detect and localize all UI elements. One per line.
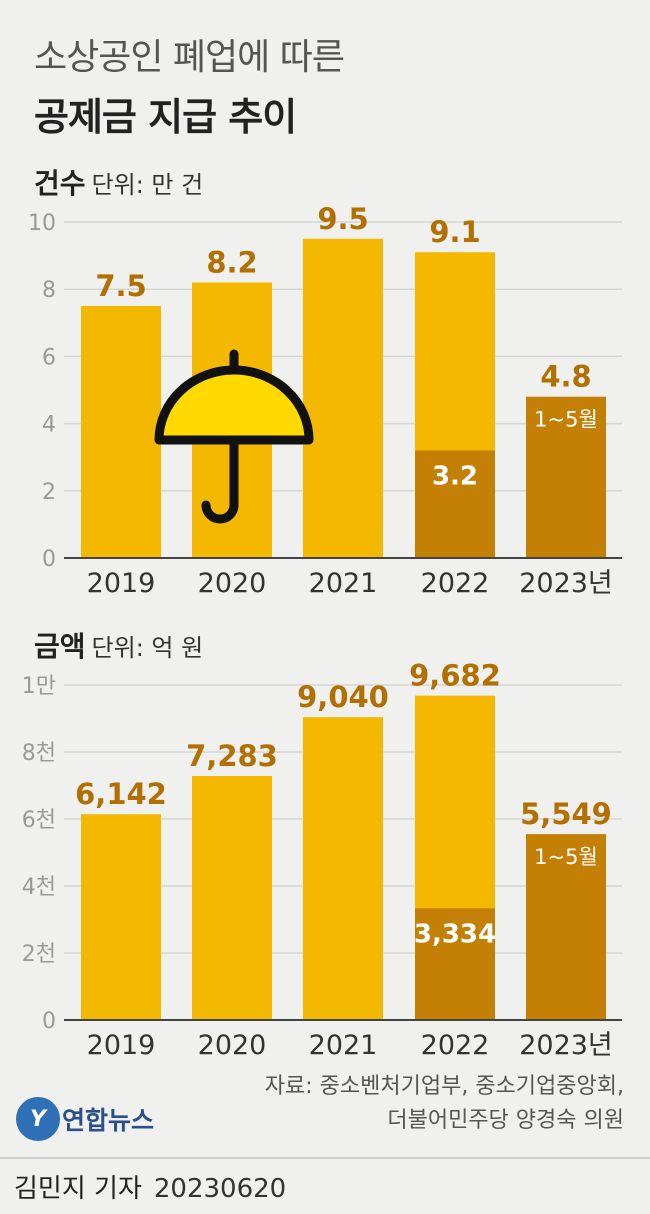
amount-bar-chart: 0 2천 4천 6천 8천 1만 6,142 7,283 9,040 9,682 5,549 3,33… bbox=[22, 659, 622, 1061]
y-tick-label: 2천 bbox=[22, 942, 56, 967]
x-tick-label: 2023년 bbox=[519, 1030, 613, 1061]
value-label: 8.2 bbox=[206, 245, 257, 279]
chart2-header: 금액 단위: 억 원 bbox=[34, 625, 203, 665]
partial-value-label: 3,334 bbox=[414, 919, 496, 949]
x-tick-label: 2023년 bbox=[519, 568, 613, 599]
value-label: 7,283 bbox=[186, 739, 278, 773]
logo-mark: Y bbox=[16, 1097, 60, 1141]
value-label: 9,682 bbox=[409, 659, 501, 693]
x-tick-label: 2020 bbox=[198, 568, 267, 599]
chart2-title: 금액 bbox=[34, 630, 86, 663]
period-note: 1~5월 bbox=[534, 845, 598, 869]
y-tick-label: 0 bbox=[42, 547, 56, 572]
y-tick-label: 8 bbox=[42, 278, 56, 303]
source-note: 자료: 중소벤처기업부, 중소기업중앙회, 더불어민주당 양경숙 의원 bbox=[265, 1070, 624, 1138]
source-line1: 자료: 중소벤처기업부, 중소기업중앙회, bbox=[264, 1074, 624, 1099]
value-label: 6,142 bbox=[75, 777, 167, 811]
chart1-title: 건수 bbox=[34, 167, 86, 200]
y-tick-label: 8천 bbox=[22, 741, 56, 766]
period-note: 1~5월 bbox=[534, 408, 598, 432]
x-tick-label: 2019 bbox=[87, 568, 156, 599]
partial-bar-segment bbox=[415, 450, 495, 558]
logo-text: 연합뉴스 bbox=[62, 1106, 155, 1135]
chart1-header: 건수 단위: 만 건 bbox=[34, 162, 203, 202]
y-tick-label: 6 bbox=[42, 345, 56, 370]
umbrella-handle bbox=[201, 435, 239, 524]
y-tick-label: 10 bbox=[28, 211, 56, 236]
bar-2019 bbox=[81, 814, 161, 1020]
footer: 김민지 기자 20230620 bbox=[14, 1168, 286, 1205]
x-tick-label: 2022 bbox=[421, 1030, 490, 1061]
partial-value-label: 3.2 bbox=[432, 461, 478, 491]
y-tick-label: 0 bbox=[42, 1009, 56, 1034]
bar-2019 bbox=[81, 306, 161, 558]
chart1-unit: 단위: 만 건 bbox=[91, 171, 204, 199]
page-title-line2: 공제금 지급 추이 bbox=[34, 95, 297, 139]
source-line2: 더불어민주당 양경숙 의원 bbox=[387, 1108, 624, 1133]
value-label: 7.5 bbox=[95, 269, 146, 303]
x-tick-label: 2019 bbox=[87, 1030, 156, 1061]
value-label: 5,549 bbox=[520, 797, 612, 831]
count-bar-chart: 0 2 4 6 8 10 7.5 8.2 9.5 9.1 4.8 3.2 1~5월 2019 2020 202… bbox=[28, 202, 622, 599]
bar-2021 bbox=[303, 238, 383, 559]
yonhap-logo: Y 연합뉴스 bbox=[16, 1097, 154, 1141]
y-tick-label: 2 bbox=[42, 480, 56, 505]
value-label: 9,040 bbox=[297, 680, 389, 714]
partial-bar-segment bbox=[415, 908, 495, 1020]
value-label: 9.5 bbox=[317, 202, 368, 236]
y-tick-label: 1만 bbox=[22, 674, 56, 699]
umbrella-canopy bbox=[154, 365, 314, 445]
bar-2021 bbox=[303, 717, 383, 1020]
y-tick-label: 6천 bbox=[22, 808, 56, 833]
y-tick-label: 4천 bbox=[22, 875, 56, 900]
x-tick-label: 2021 bbox=[309, 568, 378, 599]
bar-2023년 bbox=[526, 834, 606, 1020]
umbrella-icon bbox=[154, 349, 314, 524]
value-label: 4.8 bbox=[540, 360, 591, 394]
x-tick-label: 2020 bbox=[198, 1030, 267, 1061]
bar-2020 bbox=[192, 776, 272, 1020]
x-tick-label: 2021 bbox=[309, 1030, 378, 1061]
x-tick-label: 2022 bbox=[421, 568, 490, 599]
bar-2023년 bbox=[526, 396, 606, 558]
footer-divider bbox=[0, 1157, 650, 1159]
page-title-line1: 소상공인 폐업에 따른 bbox=[34, 37, 345, 78]
y-tick-label: 4 bbox=[42, 413, 56, 438]
chart2-unit: 단위: 억 원 bbox=[91, 634, 204, 662]
value-label: 9.1 bbox=[429, 215, 480, 249]
date: 20230620 bbox=[153, 1174, 287, 1204]
author: 김민지 기자 bbox=[14, 1174, 142, 1204]
